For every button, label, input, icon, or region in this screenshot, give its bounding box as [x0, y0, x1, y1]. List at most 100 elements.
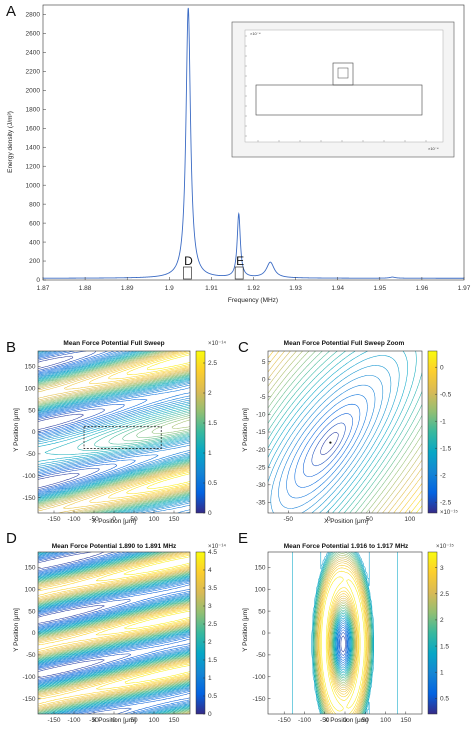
panel-e-y-tick-label: 50 [258, 608, 266, 615]
panel-d-contour-line [123, 556, 190, 684]
panel-c-contour-line [268, 351, 422, 513]
contour-panel-e: Mean Force Potential 1.916 to 1.917 MHz … [242, 543, 454, 724]
panel-b-contour-group [38, 351, 190, 513]
panel-e-contour-line [314, 552, 372, 714]
panel-d-y-axis-label: Y Position [μm] [13, 608, 20, 652]
panel-b-contour-line [38, 351, 190, 513]
panel-c-y-tick-label: -15 [256, 429, 266, 436]
panel-c-y-tick-label: -35 [256, 500, 266, 507]
panel-b-x-tick-label: 0 [112, 516, 116, 523]
spectrum-x-tick-label: 1.91 [205, 285, 218, 292]
panel-e-x-tick-label: -100 [298, 717, 311, 724]
panel-b-contour-line [38, 351, 190, 513]
panel-c-colorbar-tick-label: -1.5 [440, 445, 452, 452]
spectrum-y-tick-label: 1400 [26, 144, 41, 151]
frequency-window-label: E [236, 254, 244, 268]
panel-b-contour-line [38, 351, 106, 490]
spectrum-series-line [43, 7, 464, 279]
panel-e-colorbar-tick-label: 2.5 [440, 591, 449, 598]
panel-c-y-tick-label: -20 [256, 447, 266, 454]
spectrum-y-tick-label: 2000 [26, 88, 41, 95]
panel-e-contour-line [318, 564, 368, 714]
panel-b-contour-line [38, 351, 190, 513]
panel-c-colorbar-tick-label: -2 [440, 472, 446, 479]
spectrum-x-tick-label: 1.97 [458, 285, 471, 292]
panel-d-contour-line [38, 552, 105, 714]
spectrum-x-tick-label: 1.89 [121, 285, 134, 292]
panel-c-y-tick-label: -10 [256, 412, 266, 419]
panel-d-y-tick-label: 0 [32, 630, 36, 637]
panel-e-contour-line [338, 629, 348, 659]
panel-e-contour-line [314, 552, 372, 714]
panel-b-x-tick-label: 150 [169, 516, 180, 523]
panel-e-contour-line [317, 560, 369, 714]
panel-e-contour-line [336, 623, 350, 665]
panel-c-colorbar-tick-label: 0 [440, 364, 444, 371]
spectrum-y-tick-label: 600 [29, 220, 40, 227]
panel-b-y-tick-label: -150 [22, 495, 35, 502]
panel-b-x-tick-label: -50 [89, 516, 99, 523]
panel-d-x-tick-label: 0 [112, 717, 116, 724]
panel-b-x-axis-label: X Position [μm] [92, 518, 136, 525]
panel-c-y-tick-label: 0 [262, 376, 266, 383]
panel-d-x-tick-label: -150 [47, 717, 60, 724]
panel-b-y-tick-label: 50 [28, 407, 36, 414]
panel-c-contour-line [268, 351, 422, 513]
panel-e-contour-line [317, 562, 368, 714]
panel-b-y-axis-label: Y Position [μm] [13, 408, 20, 452]
panel-b-contour-line [38, 351, 190, 513]
panel-d-colorbar-tick-label: 4 [208, 567, 212, 574]
panel-d-contour-line [38, 552, 190, 714]
panel-e-y-axis-label: Y Position [μm] [242, 608, 249, 652]
panel-c-x-tick-label: 100 [404, 516, 415, 523]
panel-c-colorbar-tick-label: -0.5 [440, 391, 452, 398]
panel-e-contour-line [320, 570, 366, 714]
panel-b-colorbar [195, 350, 206, 514]
panel-d-colorbar-tick-label: 0.5 [208, 693, 217, 700]
panel-c-colorbar [427, 350, 438, 514]
panel-label-b: B [6, 339, 16, 356]
panel-d-x-tick-label: -100 [67, 717, 80, 724]
panel-label-d: D [6, 530, 17, 547]
panel-e-contour-line [313, 552, 373, 714]
panel-c-contour-line [268, 351, 422, 513]
inset-droplet-box [332, 62, 354, 86]
panel-c-contour-group [268, 351, 422, 513]
spectrum-x-tick-label: 1.94 [331, 285, 344, 292]
panel-d-colorbar-tick-label: 1 [208, 675, 212, 682]
panel-c-contour-line [268, 351, 422, 513]
panel-b-contour-line [38, 355, 84, 489]
panel-c-contour-line [268, 351, 422, 513]
panel-e-x-tick-label: -50 [320, 717, 330, 724]
spectrum-y-tick-label: 2200 [26, 69, 41, 76]
panel-b-colorbar-tick-label: 2.5 [208, 360, 217, 367]
spectrum-plot: D E Frequency (MHz) Energy density (J/m³)… [7, 4, 471, 304]
panel-b-contour-line [88, 351, 190, 503]
panel-b-contour-line [38, 351, 190, 513]
panel-e-contour-group [292, 552, 398, 714]
panel-c-contour-line [268, 351, 422, 513]
panel-d-contour-line [95, 554, 190, 690]
panel-d-contour-line [38, 552, 190, 714]
panel-b-x-tick-label: -100 [67, 516, 80, 523]
panel-d-y-tick-label: 50 [28, 608, 36, 615]
panel-b-x-tick-label: 50 [130, 516, 138, 523]
panel-c-colorbar-tick-label: -2.5 [440, 499, 452, 506]
panel-b-colorbar-tick-label: 0.5 [208, 480, 217, 487]
panel-c-contour-line [268, 351, 422, 513]
panel-e-x-axis-label: X Position [μm] [324, 717, 368, 724]
panel-e-y-tick-label: 150 [255, 565, 266, 572]
panel-b-y-tick-label: 150 [25, 364, 36, 371]
panel-e-contour-line [315, 553, 371, 714]
inset-y-exponent: ×10⁻⁴ [250, 31, 261, 36]
panel-c-contour-line [286, 394, 368, 499]
panel-d-x-tick-label: 150 [169, 717, 180, 724]
panel-b-contour-line [38, 351, 190, 513]
spectrum-y-tick-label: 200 [29, 258, 40, 265]
panel-e-x-tick-label: 100 [380, 717, 391, 724]
panel-c-x-tick-label: 50 [366, 516, 374, 523]
panel-b-colorbar-exponent: ×10⁻¹⁴ [208, 340, 226, 347]
panel-c-colorbar-exponent: ×10⁻¹⁵ [440, 509, 458, 516]
panel-d-contour-line [38, 553, 190, 705]
panel-d-contour-line [38, 552, 190, 714]
